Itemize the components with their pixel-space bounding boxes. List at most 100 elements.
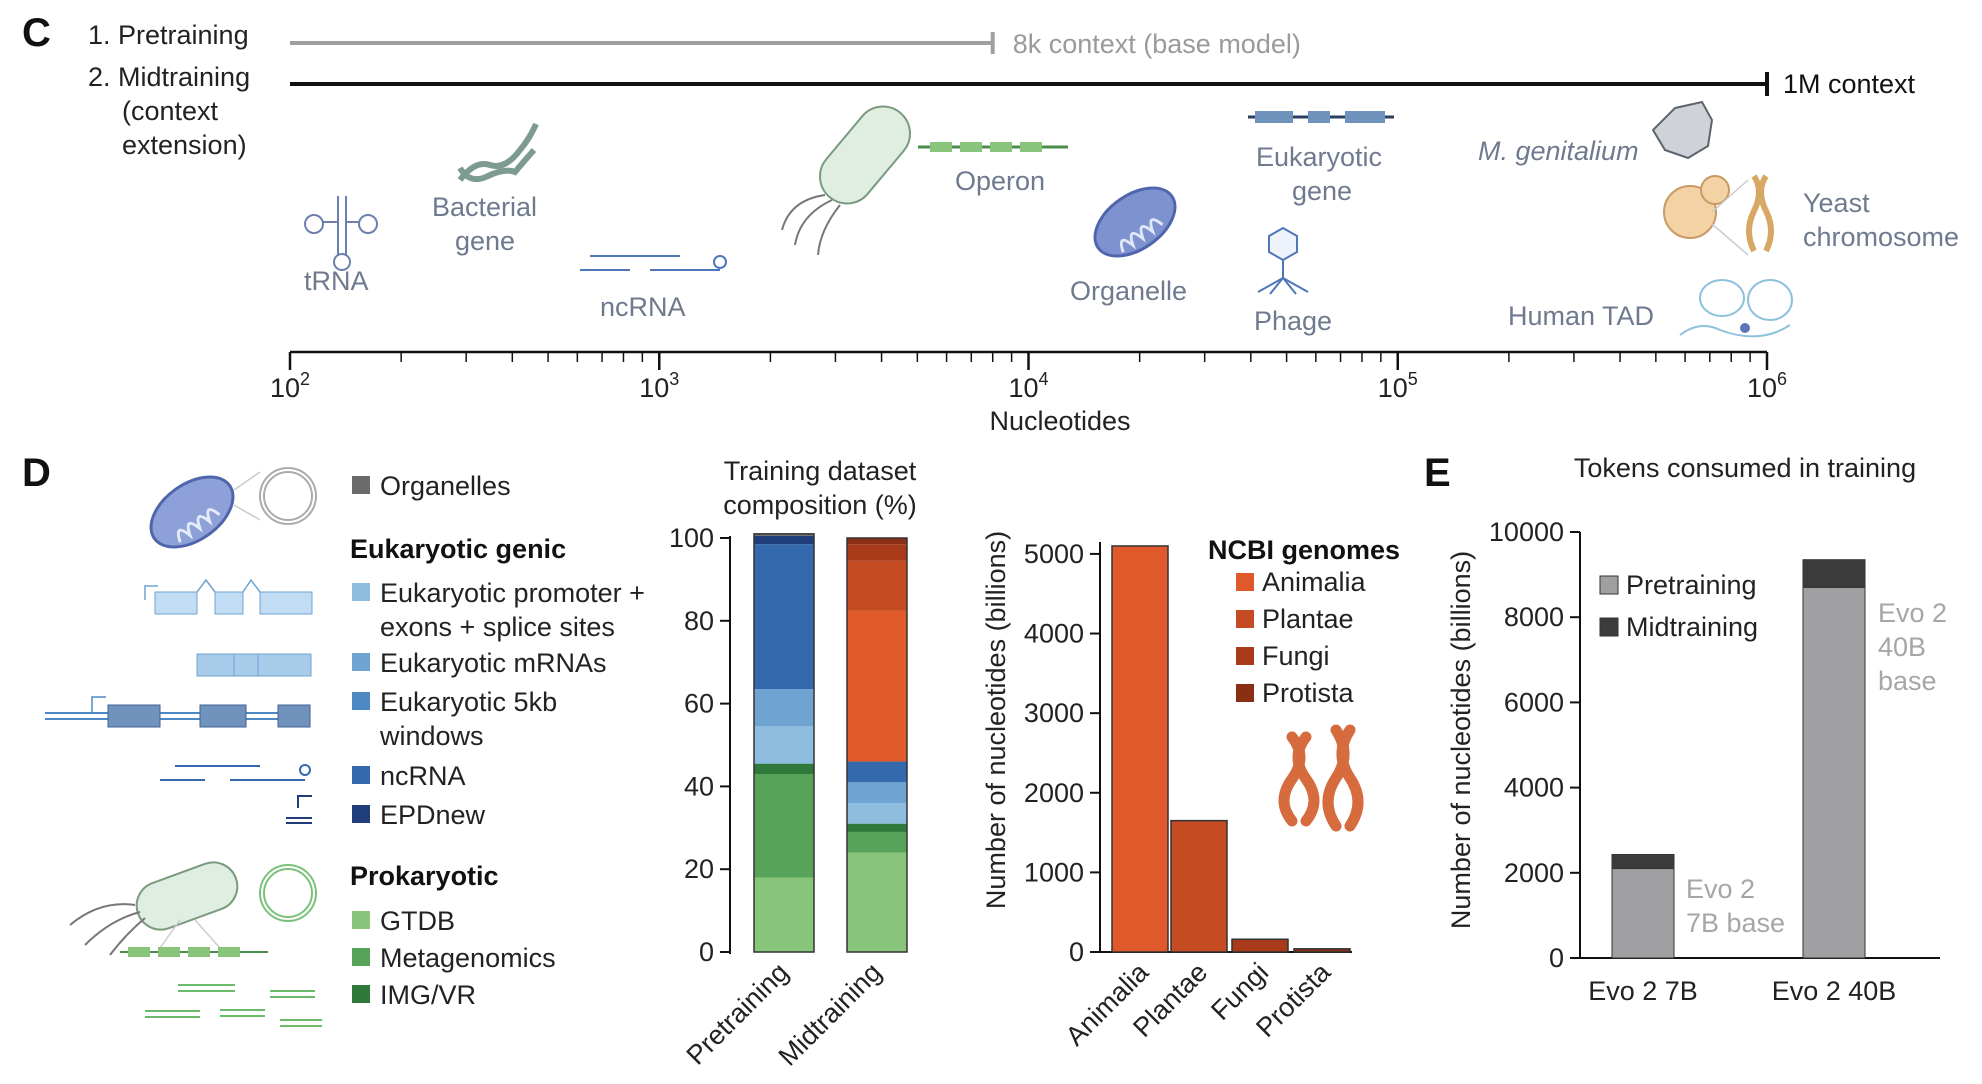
eukaryotic-gene-icon [1248, 111, 1394, 123]
c-tick-label: 104 [1008, 369, 1048, 403]
ncbi-y-tick-label: 4000 [1024, 619, 1084, 649]
m-genitalium-label: M. genitalium [1478, 136, 1639, 166]
phage-icon [1257, 226, 1309, 295]
midtraining-label-line2: (context [122, 96, 219, 126]
tokens-bar-segment [1611, 868, 1675, 959]
comp-bar-segment [847, 823, 907, 832]
tokens-y-tick-label: 4000 [1504, 773, 1564, 803]
ncbi-legend-title: NCBI genomes [1208, 535, 1400, 565]
tokens-legend-label: Midtraining [1626, 612, 1758, 642]
eukaryotic-gene-label-line2: gene [1292, 176, 1352, 206]
comp-bar-segment [847, 610, 907, 762]
eukaryotic-mrna-icon [196, 653, 312, 677]
tokens-title: Tokens consumed in training [1574, 453, 1916, 483]
ncbi-y-tick-label: 2000 [1024, 778, 1084, 808]
legend-gtdb: GTDB [380, 906, 455, 936]
ncbi-legend-swatch [1236, 573, 1254, 591]
legend-epdnew: EPDnew [380, 800, 486, 830]
ncbi-ylabel: Number of nucleotides (billions) [981, 531, 1011, 909]
comp-bar-segment [847, 538, 907, 545]
legend-euk-promoter-line1: Eukaryotic promoter + [380, 578, 645, 608]
c-tick-label: 105 [1378, 369, 1418, 403]
eukaryotic-gene-label-line1: Eukaryotic [1256, 142, 1382, 172]
ncbi-y-tick-label: 1000 [1024, 857, 1084, 887]
chromosome-icon [1278, 724, 1364, 832]
organelle-label: Organelle [1070, 276, 1187, 306]
comp-bar-segment [847, 852, 907, 952]
legend-swatch-epdnew [352, 805, 370, 823]
legend-euk-mrna: Eukaryotic mRNAs [380, 648, 607, 678]
tokens-bar-segment [1802, 586, 1866, 959]
yeast-chromosome-label-line1: Yeast [1803, 188, 1870, 218]
composition-title-line2: composition (%) [723, 490, 917, 520]
tokens-annotation-40b-line2: 40B [1878, 632, 1926, 662]
c-tick-label: 102 [270, 369, 310, 403]
epdnew-icon [286, 795, 312, 824]
legend-swatch-gtdb [352, 911, 370, 929]
legend-ncrna: ncRNA [380, 761, 466, 791]
midtraining-label-line3: extension) [122, 130, 247, 160]
panel-label-d: D [22, 451, 51, 495]
comp-y-tick-label: 40 [684, 771, 714, 801]
composition-title-line1: Training dataset [724, 456, 917, 486]
human-tad-icon [1679, 279, 1793, 338]
tokens-y-tick-label: 0 [1549, 943, 1564, 973]
tokens-legend-swatch [1599, 575, 1619, 595]
organelle-icon [149, 467, 317, 549]
comp-bar-segment [847, 560, 907, 611]
panel-label-e: E [1424, 451, 1451, 495]
legend-swatch-metagenomics [352, 948, 370, 966]
legend-swatch-ncrna [352, 766, 370, 784]
trna-label: tRNA [304, 266, 369, 296]
ncbi-legend-label: Fungi [1262, 641, 1330, 671]
tokens-chart: 0 2000 4000 6000 8000 10000 Evo 2 7B Evo 2 40B P… [1489, 517, 1947, 1006]
tokens-annotation-40b-line3: base [1878, 666, 1937, 696]
comp-bar-segment [754, 544, 814, 690]
ncrna-label: ncRNA [600, 292, 686, 322]
metagenome-reads-icon [145, 984, 322, 1027]
comp-bar-segment [847, 782, 907, 803]
bacterial-gene-icon [457, 122, 539, 183]
comp-bar-outline [753, 533, 815, 953]
ncbi-bar [1293, 948, 1351, 953]
bacterium-icon [781, 105, 911, 256]
comp-y-tick-label: 20 [684, 854, 714, 884]
operon-icon [918, 142, 1068, 152]
ncbi-bar [1170, 819, 1228, 953]
tokens-legend-label: Pretraining [1626, 570, 1757, 600]
legend-organelles: Organelles [380, 471, 511, 501]
ncbi-bar [1111, 545, 1169, 953]
legend-swatch-euk-promoter [352, 583, 370, 601]
ncbi-legend-label: Protista [1262, 678, 1355, 708]
ncrna-icon [580, 255, 727, 271]
bacterial-gene-label-line2: gene [455, 226, 515, 256]
comp-bar-segment [847, 761, 907, 783]
tokens-bar-segment [1611, 853, 1675, 870]
tokens-bar-segment [1802, 559, 1866, 588]
phage-label: Phage [1254, 306, 1332, 336]
comp-y-tick-label: 60 [684, 689, 714, 719]
yeast-chromosome-label-line2: chromosome [1803, 222, 1959, 252]
trna-icon [304, 196, 378, 271]
comp-bar-segment [754, 689, 814, 727]
tokens-category-label: Evo 2 7B [1588, 976, 1698, 1006]
legend-swatch-euk-5kb [352, 692, 370, 710]
c-tick-label: 103 [639, 369, 679, 403]
tokens-category-label: Evo 2 40B [1772, 976, 1897, 1006]
operon-label: Operon [955, 166, 1045, 196]
comp-bar-segment [754, 773, 814, 878]
legend-header-eukaryotic: Eukaryotic genic [350, 534, 566, 564]
bacterial-gene-label-line1: Bacterial [432, 192, 537, 222]
ncbi-legend-label: Plantae [1262, 604, 1354, 634]
legend-header-prokaryotic: Prokaryotic [350, 861, 499, 891]
ncbi-legend-swatch [1236, 610, 1254, 628]
nucleotides-axis: 102 103 104 105 106 [270, 350, 1787, 403]
midtraining-context-label: 1M context [1783, 69, 1916, 99]
yeast-icon [1663, 174, 1774, 256]
legend-euk-promoter-line2: exons + splice sites [380, 612, 615, 642]
comp-y-tick-label: 80 [684, 606, 714, 636]
comp-bar-segment [754, 763, 814, 774]
legend-swatch-euk-mrna [352, 653, 370, 671]
comp-bar-outline [846, 537, 908, 953]
